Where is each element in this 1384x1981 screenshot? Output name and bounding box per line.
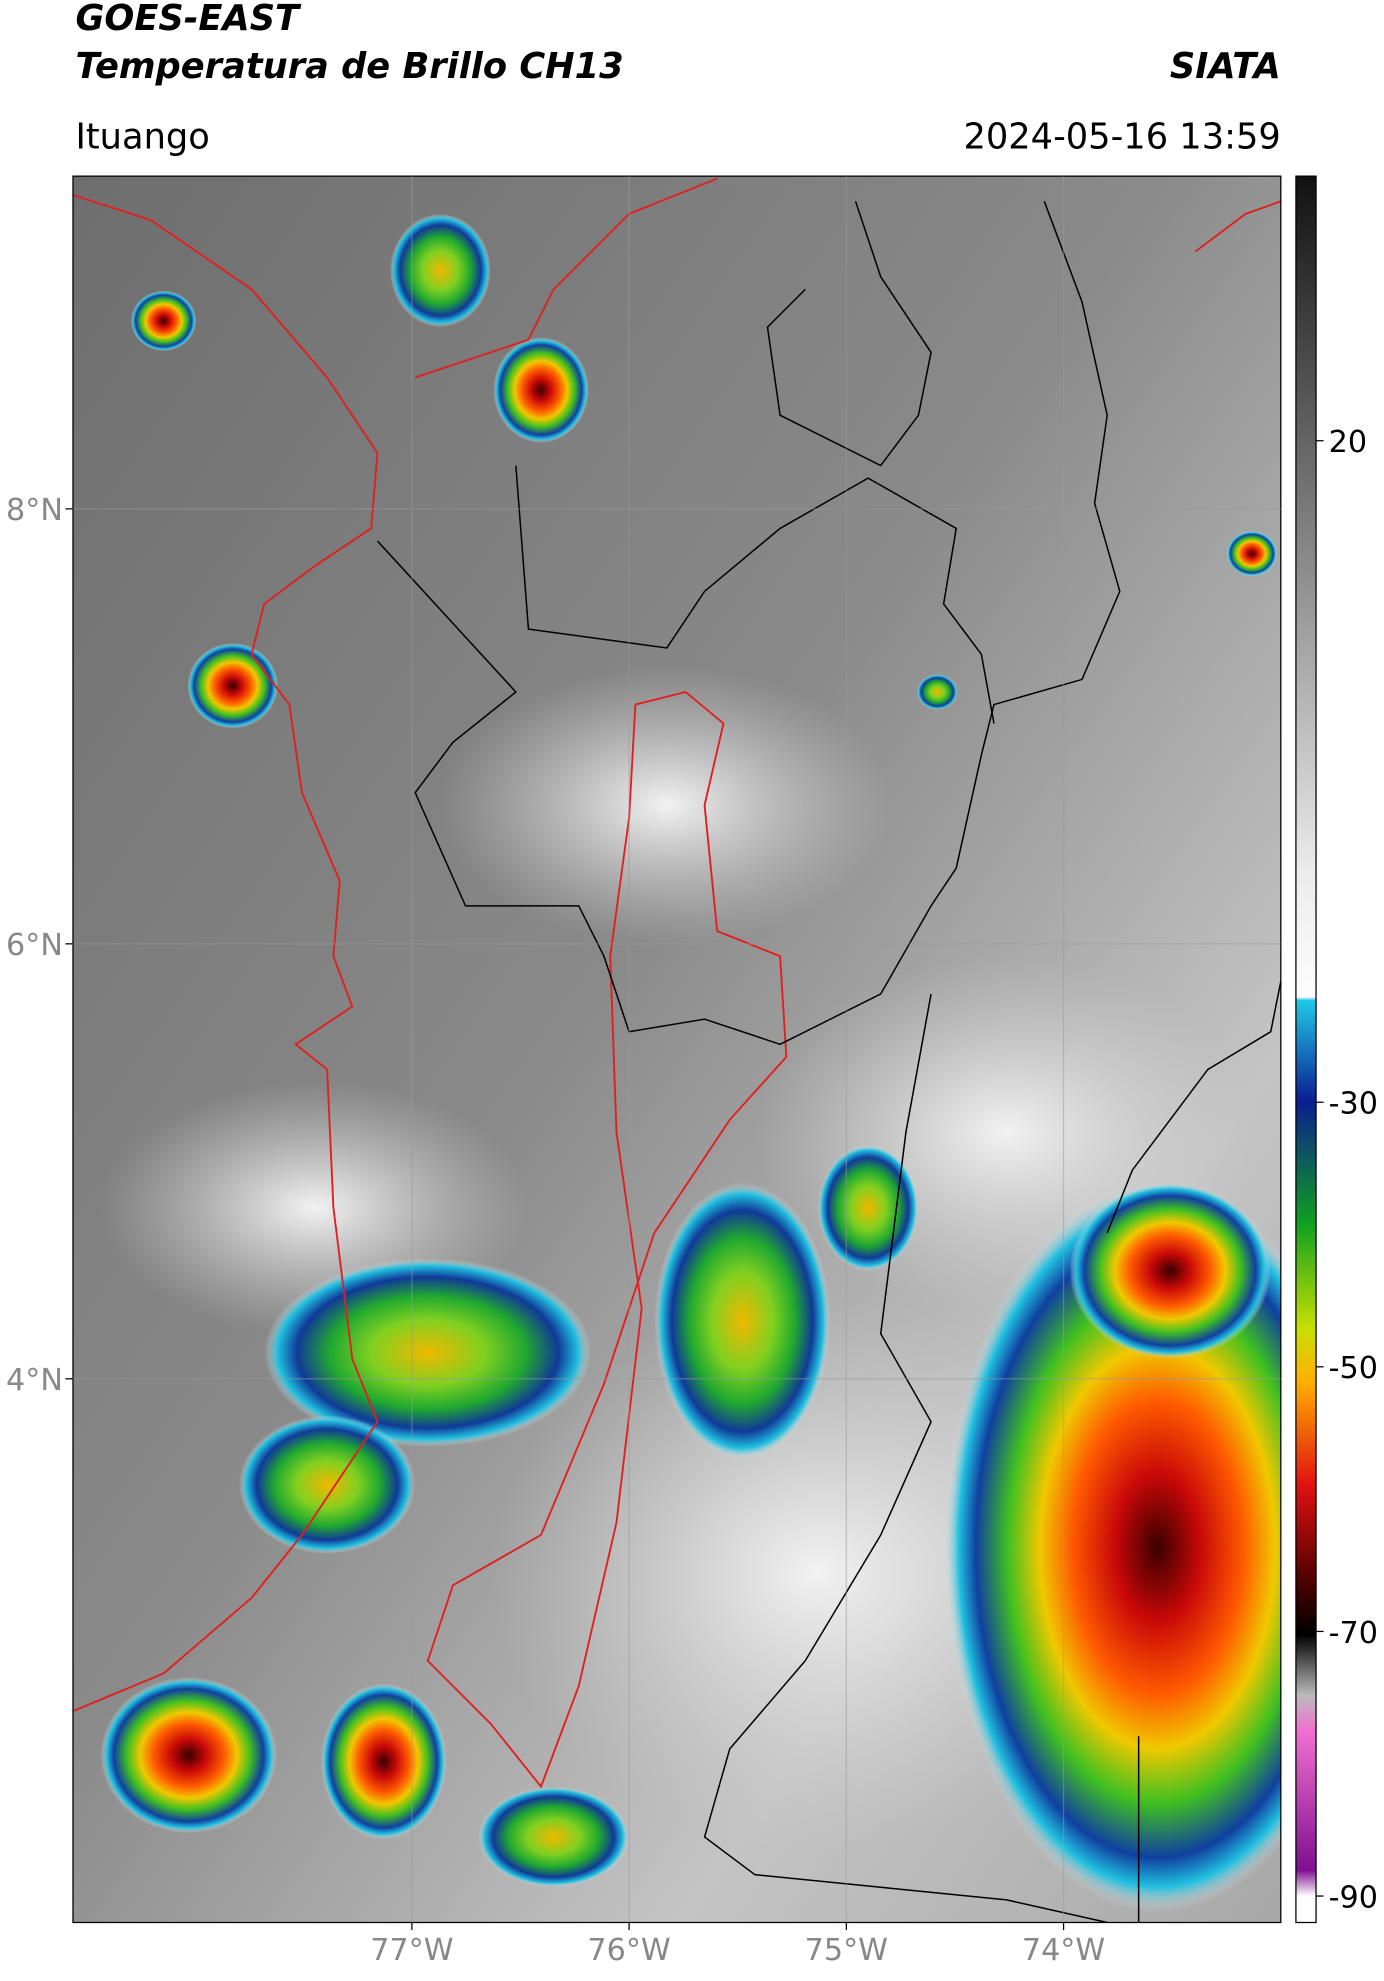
cell: [917, 674, 958, 710]
colorbar-tick-label: -70: [1329, 1616, 1378, 1651]
storm: [1069, 1182, 1271, 1359]
storm: [100, 1677, 277, 1834]
title: GOES-EAST: [75, 0, 302, 39]
datetime: 2024-05-16 13:59: [963, 116, 1280, 157]
cell: [478, 1786, 630, 1888]
y-tick-label: 6°N: [6, 928, 63, 963]
y-tick-label: 4°N: [6, 1363, 63, 1398]
border: [515, 465, 995, 724]
colorbar-tick-label: -90: [1329, 1880, 1378, 1915]
border: [1106, 981, 1281, 1234]
storm: [1226, 530, 1278, 577]
cell: [654, 1182, 831, 1460]
x-tick-label: 74°W: [1022, 1933, 1105, 1968]
colorbar-tick-label: 20: [1329, 425, 1367, 460]
storm: [493, 337, 589, 443]
cell: [390, 213, 491, 328]
map-frame: [72, 175, 1282, 1924]
colorbar-tick-label: -30: [1329, 1087, 1378, 1122]
storm: [130, 290, 197, 352]
border: [414, 177, 718, 379]
storm: [943, 1182, 1281, 1913]
cell: [817, 1144, 919, 1271]
border: [376, 201, 1121, 1046]
border: [1194, 200, 1281, 253]
x-tick-label: 76°W: [587, 1933, 670, 1968]
cloud: [440, 666, 894, 944]
x-tick-label: 75°W: [805, 1933, 888, 1968]
storm: [187, 642, 279, 729]
cell: [239, 1415, 416, 1554]
subtitle: Temperatura de Brillo CH13: [75, 46, 623, 87]
colorbar: [1295, 175, 1317, 1924]
border: [703, 993, 1108, 1923]
source: SIATA: [1170, 46, 1281, 87]
y-tick-label: 8°N: [6, 493, 63, 528]
x-tick-label: 77°W: [370, 1933, 453, 1968]
border: [72, 194, 379, 1712]
map-image: [72, 176, 1281, 1923]
border: [766, 201, 932, 467]
storm: [320, 1683, 447, 1840]
colorbar-tick-label: -50: [1329, 1351, 1378, 1386]
location: Ituango: [75, 116, 209, 157]
